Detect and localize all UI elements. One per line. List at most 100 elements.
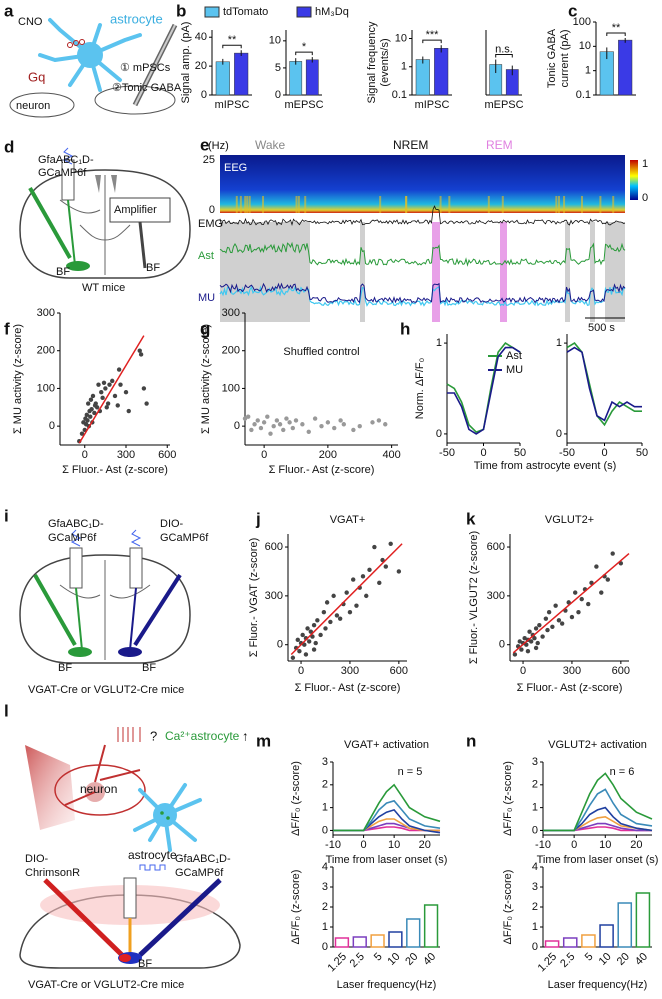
y-tick-label: 2: [322, 779, 328, 791]
x-tick-label: mIPSC: [415, 99, 450, 111]
scatter-point: [318, 632, 323, 638]
x-axis-label: Laser frequency(Hz): [337, 979, 437, 991]
scatter-point: [295, 637, 300, 643]
bar: [406, 918, 421, 948]
x-tick-label: 300: [563, 665, 581, 677]
legend-swatch: [296, 6, 312, 18]
scatter-point: [89, 406, 94, 412]
bar: [617, 902, 633, 948]
scatter-point: [377, 580, 382, 586]
scatter-point: [85, 401, 91, 406]
y-tick-label: 0: [49, 420, 55, 432]
panel-label: e: [200, 135, 209, 154]
scatter-point: [93, 401, 98, 406]
scatter-point: [364, 593, 369, 599]
wake-shade: [565, 222, 570, 322]
scatter-point: [315, 618, 320, 623]
scatter-point: [313, 640, 318, 646]
y-tick-label: 2: [532, 901, 538, 913]
injection-site: [66, 261, 90, 271]
scatter-point: [281, 427, 286, 433]
x-tick-label: -10: [535, 839, 551, 851]
scatter-point: [524, 642, 529, 647]
scatter-point: [311, 647, 317, 652]
x-tick-label: -50: [559, 447, 575, 459]
calcium-dot: [160, 811, 164, 815]
x-tick-label: 10: [388, 839, 400, 851]
scatter-point: [104, 405, 109, 410]
label: Ast: [198, 250, 214, 262]
y-axis-label: Signal amp. (pA): [180, 22, 192, 104]
label: 500 s: [588, 322, 615, 334]
scatter-point: [527, 629, 532, 634]
spectrogram-stripe: [555, 196, 558, 213]
label: EMG: [198, 218, 223, 230]
y-axis-label: (events/s): [379, 38, 391, 86]
significance-label: n.s.: [495, 43, 513, 55]
scatter-point: [116, 367, 122, 372]
scatter-point: [540, 634, 545, 639]
x-axis-label: Time from laser onset (s): [537, 854, 659, 866]
scatter-point: [79, 431, 85, 436]
diagram-i: GfaABC₁D- GCaMP6f DIO- GCaMP6f BF BF VGA…: [19, 518, 209, 696]
spectrogram-stripe: [557, 196, 560, 213]
label: neuron: [16, 100, 50, 112]
x-tick-label: 600: [158, 449, 176, 461]
scatter-point: [274, 418, 280, 423]
scatter-point: [321, 609, 327, 615]
chart: 0.1 1 10 Signal frequency (events/s) mIPSC ***: [366, 21, 452, 111]
panel-label: g: [200, 319, 210, 338]
scatter-point: [517, 639, 522, 644]
panel-label: f: [4, 319, 10, 338]
x-tick-label: 400: [382, 449, 400, 461]
scatter-point: [533, 645, 539, 651]
x-tick-label: 600: [390, 665, 408, 677]
y-tick-label: 0: [436, 428, 442, 440]
line: [543, 772, 653, 832]
chart-title: VGAT+ activation: [344, 739, 429, 751]
spectrogram-stripe: [295, 196, 298, 213]
panel-label: a: [4, 1, 14, 20]
rem-shade: [500, 222, 507, 322]
astrocyte-body: [77, 42, 103, 68]
x-tick-label: 300: [341, 665, 359, 677]
y-tick-label: 200: [222, 345, 240, 357]
x-tick-label: 0: [261, 449, 267, 461]
y-tick-label: 2: [532, 779, 538, 791]
scatter-point: [325, 420, 331, 425]
label: CNO: [18, 16, 43, 28]
scatter-point: [559, 621, 565, 626]
label: BF: [142, 662, 156, 674]
y-axis-label: ΔF/F₀ (z-score): [502, 870, 514, 945]
colorbar: [630, 160, 638, 200]
electrode: [138, 221, 147, 269]
y-tick-label: 1: [585, 65, 591, 77]
emg-trace: [219, 205, 626, 227]
y-tick-label: 0: [532, 941, 538, 953]
line: [566, 342, 642, 427]
wake-shade: [605, 222, 625, 322]
y-tick-label: 40: [195, 31, 207, 43]
y-tick-label: 0: [322, 941, 328, 953]
chart: 0 1 -50 0 50: [556, 334, 648, 459]
x-tick-label: 2.5: [348, 951, 367, 970]
scatter-point: [605, 577, 611, 582]
y-tick-label: 3: [322, 756, 328, 768]
chart: 0 100 200 300 0 300 600 Σ MU activity (z-score)…: [12, 307, 177, 476]
chart: 0 300 600 0 300 600 Σ Fluor.- VLGUT2 (z-score)…: [468, 514, 630, 694]
spectrogram-stripe: [248, 196, 251, 213]
label: GCaMP6f: [160, 532, 209, 544]
laser-pulses: [139, 864, 166, 871]
scatter-point: [367, 567, 372, 573]
bar: [581, 934, 596, 948]
chart-title: Shuffled control: [283, 346, 359, 358]
y-tick-label: 1: [556, 337, 562, 349]
scatter-point: [300, 632, 305, 638]
y-tick-label: 1: [436, 337, 442, 349]
scatter-point: [311, 622, 317, 628]
label: BF: [58, 662, 72, 674]
scatter-point: [112, 393, 118, 399]
x-tick-label: 1.25: [536, 951, 560, 975]
chart-title: VGAT+: [330, 514, 366, 526]
label: (Hz): [208, 140, 229, 152]
